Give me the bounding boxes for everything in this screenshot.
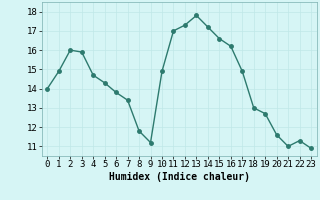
X-axis label: Humidex (Indice chaleur): Humidex (Indice chaleur) — [109, 172, 250, 182]
